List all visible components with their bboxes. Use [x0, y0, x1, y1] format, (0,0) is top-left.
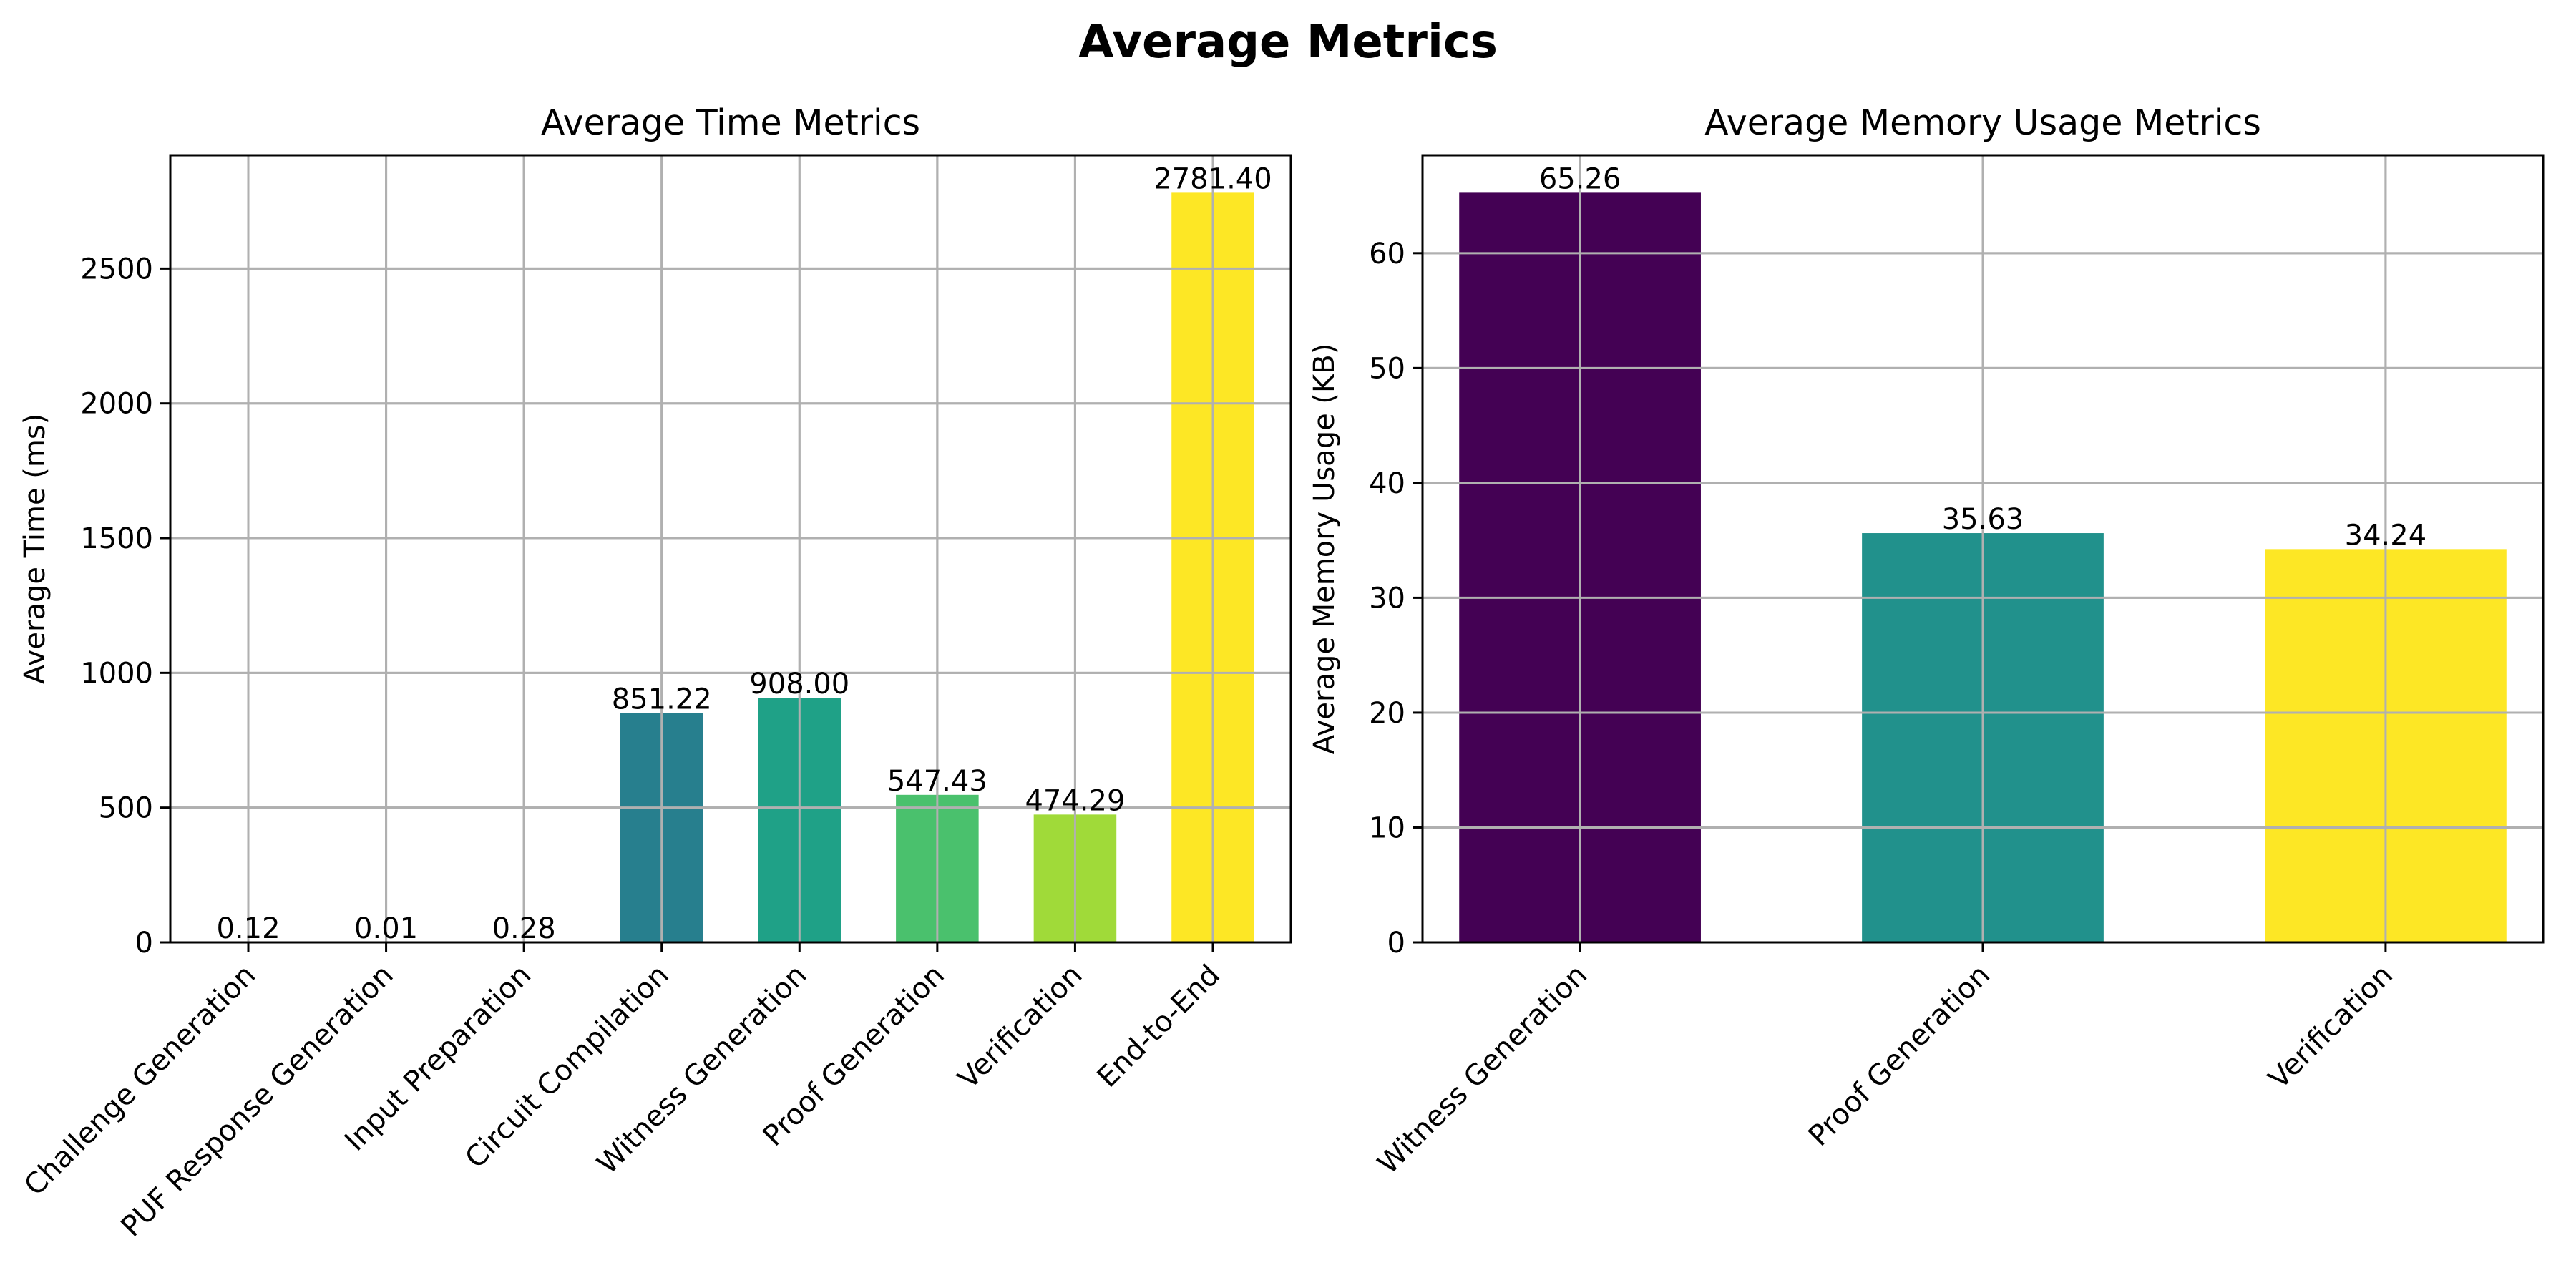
y-tick-label: 10 — [1369, 811, 1405, 844]
bar-value-label: 851.22 — [612, 683, 712, 716]
bar-value-label: 0.12 — [216, 912, 280, 945]
bar-value-label: 547.43 — [887, 765, 987, 798]
bar-value-label: 34.24 — [2345, 519, 2427, 552]
y-tick-label: 20 — [1369, 697, 1405, 730]
y-tick-label: 1500 — [80, 522, 153, 555]
chart-title: Average Time Metrics — [541, 102, 920, 143]
y-tick-label: 2000 — [80, 388, 153, 421]
y-tick-label: 40 — [1369, 467, 1405, 500]
bar-value-label: 35.63 — [1942, 503, 2024, 536]
y-tick-label: 0 — [1387, 927, 1405, 960]
chart-title: Average Memory Usage Metrics — [1704, 102, 2261, 143]
y-tick-label: 500 — [99, 792, 153, 825]
bar-value-label: 65.26 — [1539, 162, 1621, 195]
axes-frame — [169, 154, 1292, 944]
y-tick-label: 50 — [1369, 352, 1405, 385]
bar-value-label: 0.01 — [354, 912, 418, 945]
y-axis-label: Average Memory Usage (KB) — [1308, 343, 1341, 755]
bar-value-label: 474.29 — [1025, 784, 1125, 817]
y-tick-label: 1000 — [80, 657, 153, 690]
y-axis-label: Average Time (ms) — [19, 414, 52, 685]
y-tick-label: 0 — [135, 927, 153, 960]
bar-value-label: 2781.40 — [1153, 162, 1272, 195]
bar-value-label: 908.00 — [749, 668, 849, 701]
y-tick-label: 2500 — [80, 253, 153, 286]
y-tick-label: 60 — [1369, 238, 1405, 270]
bar-value-label: 0.28 — [492, 912, 556, 945]
figure-title: Average Metrics — [1078, 16, 1498, 69]
y-tick-label: 30 — [1369, 582, 1405, 615]
